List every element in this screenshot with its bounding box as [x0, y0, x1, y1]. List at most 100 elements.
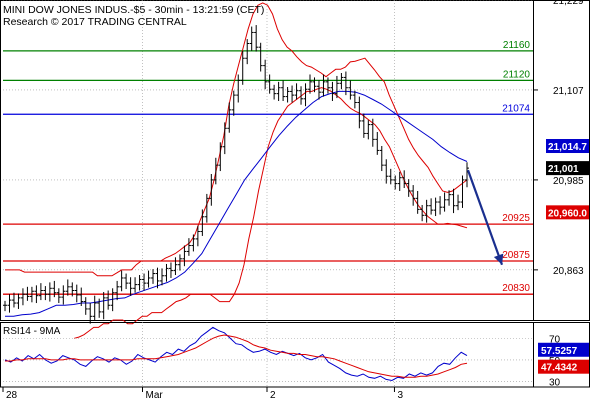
- price-bar: [343, 71, 348, 96]
- rsi-price-tag-label: 57.5257: [541, 346, 578, 357]
- price-tag-box: [546, 205, 589, 220]
- price-bar: [92, 295, 97, 321]
- price-bar: [231, 90, 236, 116]
- bollinger-lower-band: [74, 87, 468, 339]
- price-bar: [411, 185, 416, 206]
- price-bar: [456, 194, 461, 211]
- level-label: 21160: [503, 40, 531, 51]
- price-bar: [56, 288, 61, 304]
- price-bar: [254, 25, 259, 52]
- price-bar: [61, 285, 66, 305]
- price-bar: [420, 204, 425, 222]
- price-bar: [137, 275, 142, 291]
- price-bar: [379, 145, 384, 172]
- price-bar: [65, 279, 70, 296]
- x-tick-label: 3: [397, 390, 403, 400]
- chart-subtitle: Research © 2017 TRADING CENTRAL: [3, 16, 187, 28]
- price-bar: [177, 254, 182, 271]
- price-bar: [88, 303, 93, 324]
- price-bar: [290, 85, 295, 103]
- price-bar: [316, 80, 321, 100]
- price-bar: [83, 297, 88, 315]
- price-bar: [312, 77, 317, 93]
- price-bar: [119, 270, 124, 292]
- price-bar: [227, 102, 232, 133]
- forecast-arrow-line: [466, 169, 504, 266]
- price-bar: [182, 245, 187, 267]
- price-bar: [267, 74, 272, 94]
- price-bar: [115, 280, 120, 301]
- price-bar: [11, 292, 16, 308]
- price-bar: [124, 273, 129, 290]
- price-bar: [308, 74, 313, 94]
- price-bar: [191, 234, 196, 252]
- price-bar: [303, 83, 308, 107]
- price-bar: [442, 192, 447, 212]
- price-bar: [447, 190, 452, 206]
- price-bar: [402, 170, 407, 189]
- level-label: 20830: [502, 283, 530, 294]
- price-bar: [142, 273, 147, 291]
- rsi-title: RSI14 - 9MA: [3, 326, 61, 337]
- price-bar: [16, 293, 21, 309]
- price-bar: [186, 238, 191, 256]
- price-tag: 21,001: [546, 161, 589, 176]
- price-tag-box: [546, 161, 589, 176]
- price-bar: [133, 277, 138, 293]
- price-tag-label: 21,014.7: [548, 142, 587, 153]
- y-tick-label: 20,985: [553, 176, 584, 187]
- price-tag-label: 20,960.0: [548, 208, 587, 219]
- price-bar: [330, 81, 335, 102]
- price-bar: [348, 80, 353, 100]
- price-tag-label: 21,001: [548, 164, 579, 175]
- price-bar: [25, 286, 30, 301]
- price-bar: [209, 174, 214, 206]
- price-bar: [106, 290, 111, 310]
- price-bar: [173, 257, 178, 276]
- price-bar: [384, 159, 389, 184]
- price-bar: [7, 294, 12, 313]
- price-bar: [451, 188, 456, 214]
- price-bar: [460, 175, 465, 208]
- price-bar: [370, 118, 375, 147]
- price-bar: [334, 75, 339, 99]
- rsi-price-tag-label: 47.4342: [541, 363, 578, 374]
- rsi-price-tag: 57.5257: [538, 342, 589, 357]
- price-bar: [258, 42, 263, 72]
- price-bar: [47, 282, 52, 302]
- main-chart: 21,229 21,107 20,985 20,863 21160 21120 21074 2…: [0, 0, 590, 339]
- price-tag: 20,960.0: [546, 205, 589, 220]
- price-bar: [433, 197, 438, 217]
- price-tag: 21,014.7: [546, 139, 589, 154]
- price-bar: [74, 284, 79, 303]
- price-bar: [424, 199, 429, 223]
- price-bar: [79, 287, 84, 306]
- price-bar: [397, 171, 402, 191]
- price-bar: [236, 74, 241, 103]
- price-bar: [29, 286, 34, 303]
- price-bar: [43, 286, 48, 301]
- price-bar: [429, 198, 434, 215]
- price-bar: [101, 291, 106, 320]
- price-bar: [155, 267, 160, 289]
- rsi-price-tag-box: [538, 342, 589, 357]
- price-bar: [204, 193, 209, 223]
- price-bar: [249, 26, 254, 51]
- forecast-arrow-head: [493, 253, 504, 265]
- price-bar: [200, 209, 205, 236]
- price-bar: [168, 262, 173, 278]
- price-bar: [70, 282, 75, 297]
- price-bar: [285, 87, 290, 103]
- x-tick-label: Mar: [145, 390, 163, 400]
- price-bar: [20, 288, 25, 306]
- price-bar: [164, 263, 169, 282]
- price-bar: [128, 277, 133, 296]
- price-bar: [375, 131, 380, 155]
- price-bar: [321, 74, 326, 97]
- moving-average-line: [5, 90, 468, 317]
- price-bar: [146, 270, 151, 288]
- rsi-series-rsi14: [4, 326, 468, 382]
- level-label: 20875: [502, 250, 530, 261]
- price-bar: [34, 285, 39, 304]
- price-bar: [240, 50, 245, 85]
